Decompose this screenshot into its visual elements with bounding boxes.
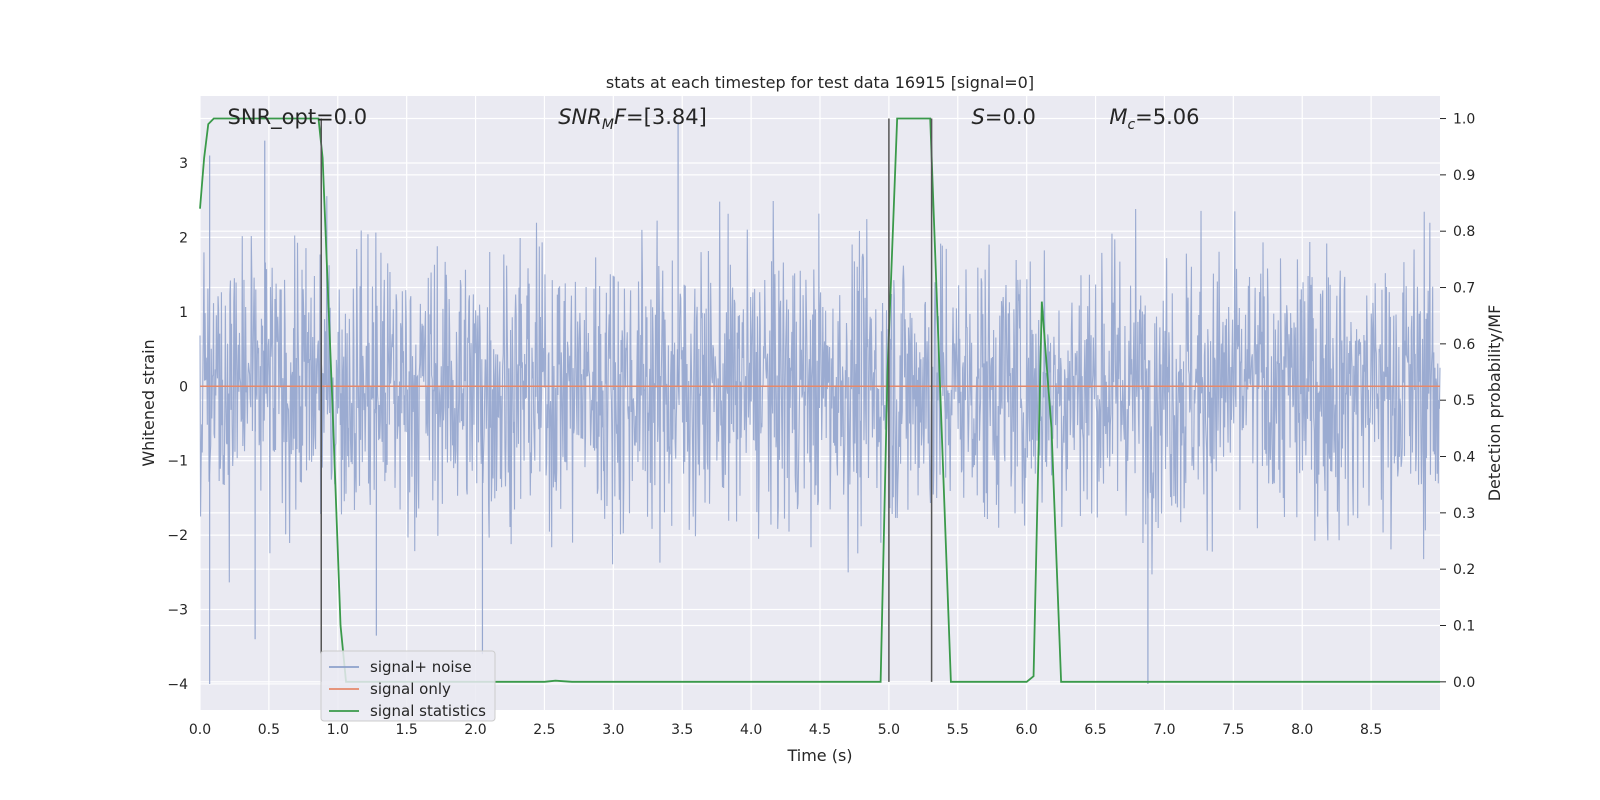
annotation-text: S=0.0 [972,105,1036,129]
x-tick-label: 6.5 [1084,722,1106,738]
signal-noise-line [199,196,1441,583]
y2-tick-label: 0.2 [1453,562,1475,578]
x-tick-label: 5.0 [878,722,900,738]
chart-title: stats at each timestep for test data 169… [606,73,1034,92]
x-tick-label: 8.5 [1360,722,1382,738]
annotation-text: Mc=5.06 [1109,105,1199,133]
y-tick-label: 3 [179,156,188,172]
series-lines [199,117,1440,683]
x-tick-label: 7.5 [1222,722,1244,738]
x-tick-label: 4.5 [809,722,831,738]
annotation-text: SNR_opt=0.0 [228,105,368,130]
legend-box [320,650,496,722]
x-tick-labels: 0.0 0.5 1.0 1.5 2.0 2.5 3.0 3.5 4.0 4.5 5.0 5.5 6.0 6… [189,722,1382,738]
y2-tick-label: 0.4 [1453,450,1475,466]
annotations: SNR_opt=0.0 SNRMF=[3.84] S=0.0 Mc=5.06 [228,105,1200,133]
vertical-markers [320,118,933,682]
x-tick-label: 3.5 [671,722,693,738]
y2-tick-label: 0.6 [1453,337,1475,353]
x-tick-label: 1.5 [396,722,418,738]
y-tick-label: −1 [167,454,188,470]
y-tick-label: 0 [179,379,188,395]
legend-label: signal statistics [370,702,486,720]
y2-tick-label: 0.9 [1453,168,1475,184]
y2-tick-labels: 1.0 0.9 0.8 0.7 0.6 0.5 0.4 0.3 0.2 0.1 0.0 [1440,112,1475,691]
x-tick-label: 8.0 [1291,722,1313,738]
y2-tick-label: 0.8 [1453,224,1475,240]
x-tick-label: 1.0 [327,722,349,738]
legend-label: signal only [370,680,451,698]
x-tick-label: 4.0 [740,722,762,738]
signal-noise-series [199,122,1441,684]
signal-statistics-line [199,117,1440,683]
y2-tick-label: 1.0 [1453,112,1475,128]
y-tick-label: 2 [179,230,188,246]
legend: signal+ noise signal only signal statistic… [320,650,496,722]
y-tick-labels: 3 2 1 0 −1 −2 −3 −4 [167,156,188,693]
y2-tick-label: 0.0 [1453,675,1475,691]
x-tick-label: 0.5 [258,722,280,738]
y2-tick-label: 0.5 [1453,393,1475,409]
annotation-text: SNRMF=[3.84] [558,105,707,133]
x-tick-label: 2.5 [533,722,555,738]
x-tick-label: 0.0 [189,722,211,738]
y2-tick-label: 0.3 [1453,506,1475,522]
x-tick-label: 3.0 [602,722,624,738]
x-tick-label: 7.0 [1153,722,1175,738]
y2-tick-label: 0.7 [1453,281,1475,297]
y-tick-label: −4 [167,677,188,693]
x-tick-label: 5.5 [947,722,969,738]
y-axis-label: Whitened strain [139,339,158,466]
legend-label: signal+ noise [370,658,472,676]
y-tick-label: −3 [167,603,188,619]
y2-axis-label: Detection probability/MF [1485,305,1504,502]
y2-tick-label: 0.1 [1453,619,1475,635]
y-tick-label: −2 [167,528,188,544]
x-tick-label: 6.0 [1016,722,1038,738]
y-tick-label: 1 [179,305,188,321]
x-axis-label: Time (s) [786,746,852,765]
x-tick-label: 2.0 [464,722,486,738]
